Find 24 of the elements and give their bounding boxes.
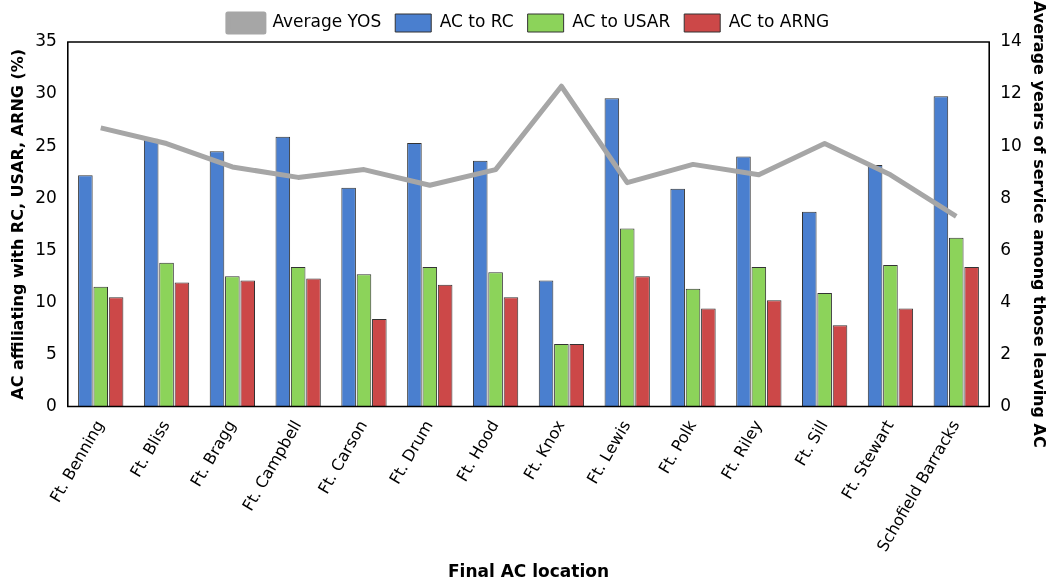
y2-tick-label: 14 [1000,30,1022,51]
y-tick-label: 10 [35,290,57,311]
legend-label: AC to USAR [572,11,671,32]
y2-tick-label: 4 [1000,290,1011,311]
y2-axis-title: Average years of service among those leaving AC [1030,0,1050,448]
y-axis-title: AC affiliating with RC, USAR, ARNG (%) [7,48,27,400]
x-tick-label: Ft. Sill [790,416,832,469]
y-tick-label: 0 [46,394,57,415]
x-axis-title: Final AC location [447,561,610,582]
y2-tick-label: 8 [1000,186,1011,207]
y2-tick-label: 0 [1000,394,1011,415]
y-tick-label: 15 [35,238,57,259]
y2-tick-label: 10 [1000,134,1022,155]
y-tick-label: 25 [35,134,57,155]
y2-tick-label: 2 [1000,342,1011,363]
y-tick-label: 30 [35,82,57,103]
y-tick-label: 5 [46,342,57,363]
y2-tick-label: 12 [1000,82,1022,103]
y-tick-label: 35 [35,30,57,51]
legend-label: AC to ARNG [728,11,830,32]
legend-label: Average YOS [272,11,382,32]
y2-tick-label: 6 [1000,238,1011,259]
legend-label: AC to RC [439,11,514,32]
y-tick-label: 20 [35,186,57,207]
